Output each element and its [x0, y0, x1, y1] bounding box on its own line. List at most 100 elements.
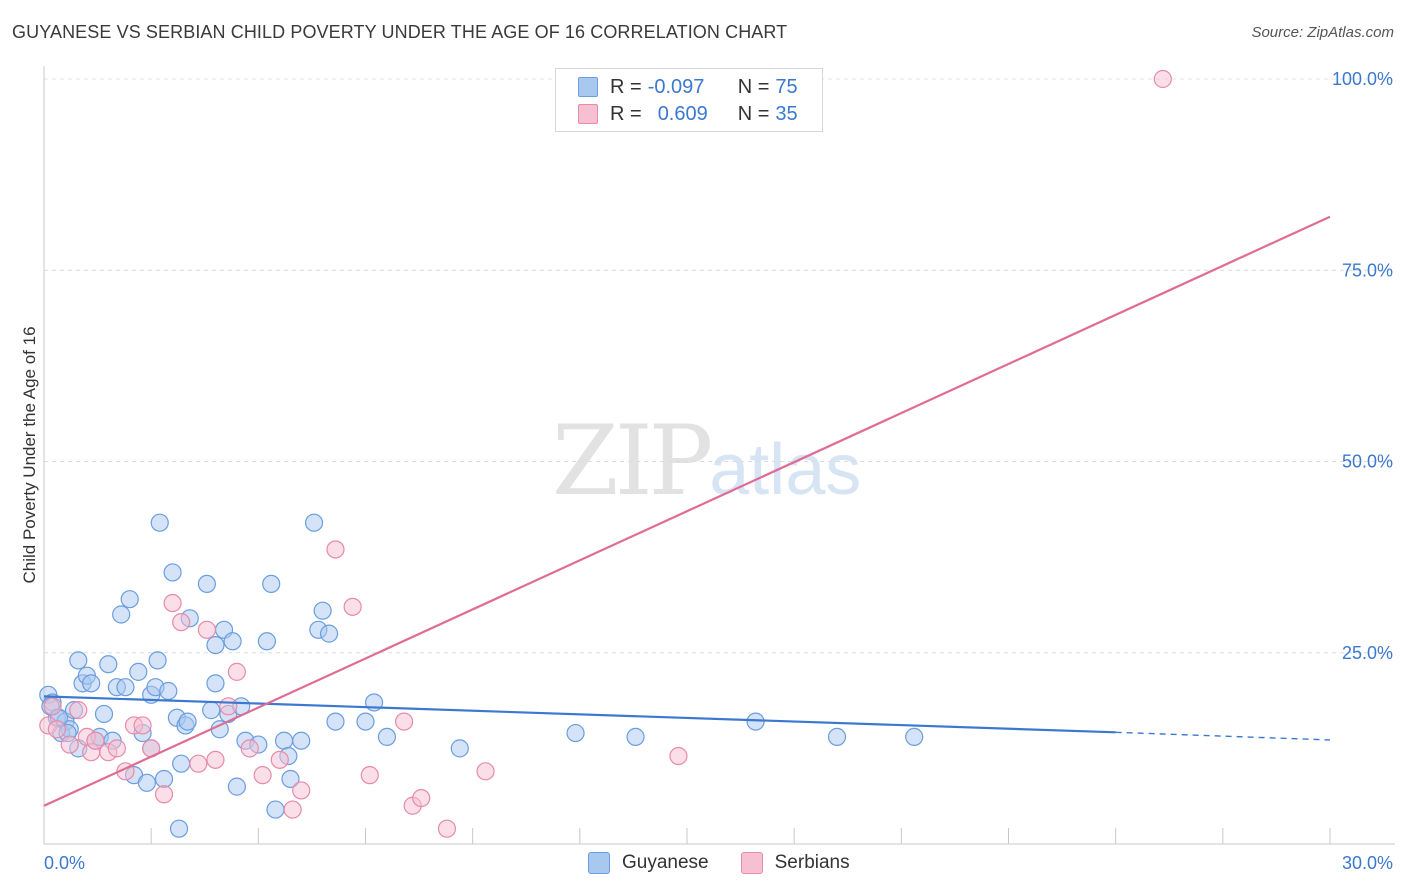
point-serbians	[189, 754, 208, 773]
legend-swatch-guyanese	[578, 77, 598, 97]
point-guyanese	[356, 712, 375, 731]
legend-n-label: N =	[737, 102, 770, 125]
bottom-legend: Guyanese Serbians	[588, 852, 850, 874]
point-serbians	[1153, 69, 1172, 89]
point-guyanese	[172, 754, 191, 773]
point-guyanese	[120, 590, 139, 609]
point-guyanese	[319, 624, 339, 643]
point-guyanese	[206, 635, 225, 655]
point-serbians	[669, 746, 688, 766]
point-serbians	[240, 739, 259, 758]
point-guyanese	[257, 632, 277, 651]
point-guyanese	[746, 712, 765, 731]
bottom-legend-swatch-guyanese	[588, 852, 610, 874]
point-serbians	[107, 739, 126, 758]
point-guyanese	[313, 601, 332, 620]
point-serbians	[86, 731, 105, 750]
point-guyanese	[69, 651, 88, 670]
point-guyanese	[94, 704, 114, 724]
legend-swatch-serbians	[578, 104, 598, 124]
point-guyanese	[377, 727, 397, 747]
point-serbians	[154, 785, 174, 804]
legend-n-value: 35	[775, 102, 798, 125]
legend-n-value: 75	[775, 75, 798, 98]
point-guyanese	[159, 681, 178, 701]
point-guyanese	[112, 605, 131, 624]
point-guyanese	[281, 769, 300, 789]
point-guyanese	[262, 574, 281, 594]
y-tick-label: 100.0%	[1332, 69, 1393, 89]
point-serbians	[163, 593, 182, 613]
point-guyanese	[227, 777, 246, 796]
point-serbians	[270, 750, 289, 769]
point-serbians	[326, 540, 345, 559]
bottom-legend-label-serbians: Serbians	[774, 852, 850, 873]
point-serbians	[437, 819, 457, 838]
y-tick-label: 50.0%	[1342, 452, 1393, 472]
point-guyanese	[154, 769, 174, 789]
chart-title: GUYANESE VS SERBIAN CHILD POVERTY UNDER …	[12, 22, 788, 42]
point-serbians	[219, 697, 238, 716]
x-tick-label: 30.0%	[1342, 853, 1393, 873]
y-tick-label: 25.0%	[1342, 643, 1393, 663]
trend-line-guyanese	[43, 695, 1116, 734]
legend-n-label: N =	[737, 75, 770, 98]
point-guyanese	[169, 819, 189, 838]
point-serbians	[197, 620, 216, 639]
point-serbians	[133, 716, 152, 735]
bottom-legend-label-guyanese: Guyanese	[622, 852, 709, 873]
point-guyanese	[178, 712, 197, 731]
point-serbians	[172, 613, 191, 632]
point-serbians	[360, 766, 379, 785]
point-serbians	[206, 750, 225, 769]
point-guyanese	[450, 739, 469, 758]
legend-r-value: -0.097	[647, 75, 705, 98]
point-serbians	[476, 762, 495, 781]
point-serbians	[227, 662, 246, 681]
point-serbians	[69, 701, 88, 720]
y-axis-label: Child Poverty Under the Age of 16	[20, 326, 39, 584]
point-guyanese	[148, 651, 167, 670]
point-guyanese	[137, 773, 156, 792]
point-guyanese	[827, 727, 847, 747]
y-tick-label: 75.0%	[1342, 260, 1393, 280]
point-serbians	[47, 720, 66, 739]
point-guyanese	[304, 513, 324, 532]
point-guyanese	[292, 731, 311, 750]
point-guyanese	[223, 632, 242, 651]
point-serbians	[43, 697, 62, 716]
point-guyanese	[82, 674, 101, 693]
point-serbians	[60, 735, 79, 754]
point-guyanese	[326, 712, 345, 731]
point-serbians	[394, 712, 414, 731]
legend-r-label: R =	[610, 75, 642, 98]
point-guyanese	[266, 800, 285, 819]
point-serbians	[292, 781, 311, 800]
legend-row-serbians: R = 0.609 N = 35	[578, 101, 798, 127]
point-guyanese	[116, 678, 135, 697]
point-serbians	[253, 766, 272, 785]
x-tick-label: 0.0%	[44, 853, 85, 873]
point-guyanese	[905, 727, 924, 747]
bottom-legend-swatch-serbians	[740, 852, 763, 874]
legend-r-value: 0.609	[657, 102, 708, 125]
legend-r-label: R =	[610, 102, 642, 125]
point-guyanese	[99, 655, 118, 674]
trend-line-extension-guyanese	[1115, 731, 1331, 741]
point-serbians	[283, 800, 302, 819]
point-serbians	[343, 597, 362, 616]
legend-row-guyanese: R = -0.097 N = 75	[578, 74, 798, 100]
point-guyanese	[626, 727, 645, 747]
point-guyanese	[206, 674, 225, 693]
point-guyanese	[197, 574, 216, 594]
point-guyanese	[566, 723, 585, 743]
point-guyanese	[150, 513, 169, 532]
point-serbians	[412, 788, 431, 808]
point-guyanese	[202, 701, 221, 720]
trend-line-serbians	[43, 215, 1331, 807]
point-guyanese	[129, 662, 148, 681]
source-label: Source: ZipAtlas.com	[1251, 24, 1394, 41]
point-guyanese	[274, 731, 294, 750]
point-guyanese	[163, 563, 182, 582]
